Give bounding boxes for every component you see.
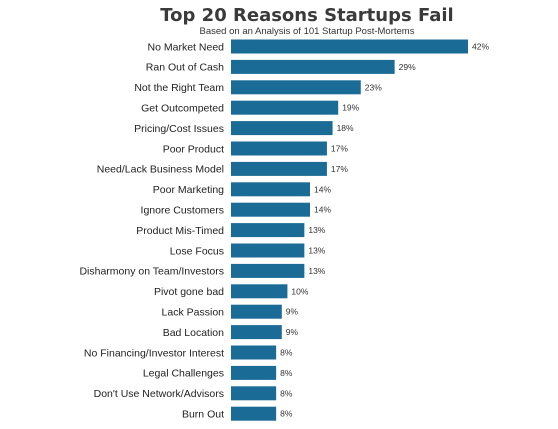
bar bbox=[231, 161, 327, 176]
bar bbox=[231, 263, 305, 278]
value-label: 17% bbox=[331, 164, 348, 174]
category-label: Poor Marketing bbox=[153, 184, 224, 196]
category-label: Need/Lack Business Model bbox=[97, 164, 224, 176]
bar bbox=[231, 345, 277, 360]
bar bbox=[231, 223, 305, 238]
category-label: Get Outcompeted bbox=[141, 103, 224, 115]
value-label: 17% bbox=[331, 144, 348, 154]
value-label: 8% bbox=[280, 409, 293, 419]
category-label: Bad Location bbox=[163, 327, 224, 339]
bar bbox=[231, 202, 310, 217]
value-label: 23% bbox=[365, 82, 382, 92]
category-label: No Market Need bbox=[148, 41, 225, 53]
category-label: Poor Product bbox=[163, 143, 224, 155]
category-label: Product Mis-Timed bbox=[136, 225, 224, 237]
category-label: Ran Out of Cash bbox=[146, 62, 224, 74]
bar bbox=[231, 365, 277, 380]
value-label: 13% bbox=[308, 246, 325, 256]
bar bbox=[231, 39, 468, 54]
bar bbox=[231, 284, 288, 299]
value-label: 13% bbox=[308, 225, 325, 235]
category-label: Disharmony on Team/Investors bbox=[79, 266, 224, 278]
bar bbox=[231, 100, 339, 115]
bar bbox=[231, 121, 333, 136]
bar bbox=[231, 243, 305, 258]
chart-title: Top 20 Reasons Startups Fail bbox=[160, 5, 453, 26]
category-label: No Financing/Investor Interest bbox=[84, 347, 224, 359]
value-label: 14% bbox=[314, 205, 331, 215]
value-label: 18% bbox=[337, 123, 354, 133]
category-label: Pricing/Cost Issues bbox=[134, 123, 224, 135]
category-label: Ignore Customers bbox=[141, 205, 224, 217]
value-label: 10% bbox=[291, 286, 308, 296]
bar bbox=[231, 59, 395, 74]
bar bbox=[231, 141, 327, 156]
bar bbox=[231, 304, 282, 319]
bars-layer: No Market Need 42% Ran Out of Cash 29% Not t… bbox=[79, 39, 489, 421]
bar bbox=[231, 80, 361, 95]
value-label: 42% bbox=[472, 42, 489, 52]
value-label: 9% bbox=[286, 307, 299, 317]
bar bbox=[231, 325, 282, 340]
bar bbox=[231, 386, 277, 401]
value-label: 8% bbox=[280, 368, 293, 378]
bar bbox=[231, 406, 277, 421]
value-label: 8% bbox=[280, 388, 293, 398]
category-label: Not the Right Team bbox=[134, 82, 224, 94]
value-label: 14% bbox=[314, 184, 331, 194]
value-label: 19% bbox=[342, 103, 359, 113]
category-label: Lack Passion bbox=[162, 307, 225, 319]
category-label: Legal Challenges bbox=[143, 368, 224, 380]
chart-subtitle: Based on an Analysis of 101 Startup Post… bbox=[200, 26, 415, 37]
value-label: 8% bbox=[280, 348, 293, 358]
value-label: 29% bbox=[399, 62, 416, 72]
category-label: Burn Out bbox=[182, 409, 224, 421]
category-label: Pivot gone bad bbox=[154, 286, 224, 298]
value-label: 9% bbox=[286, 327, 299, 337]
value-label: 13% bbox=[308, 266, 325, 276]
category-label: Don't Use Network/Advisors bbox=[94, 388, 224, 400]
category-label: Lose Focus bbox=[170, 245, 224, 257]
bar bbox=[231, 182, 310, 197]
